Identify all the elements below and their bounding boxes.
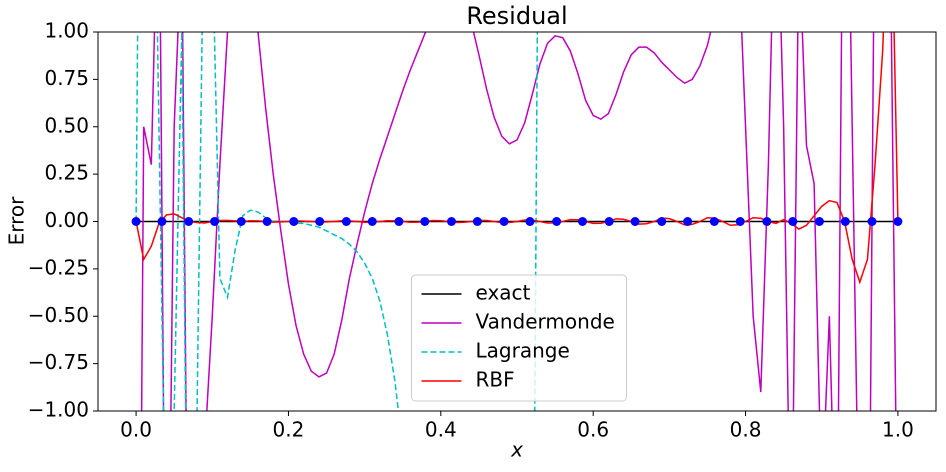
node-point [394,217,404,226]
x-tick-label: 0.4 [425,418,457,442]
x-tick-label: 1.0 [882,418,914,442]
node-point [499,217,509,226]
node-point [157,217,167,226]
node-point [341,217,351,226]
y-tick-label: 0.75 [44,66,89,90]
series-line [140,32,897,411]
node-point [630,217,640,226]
x-axis-label: x [510,438,523,462]
y-tick-label: 1.00 [44,19,89,43]
y-tick-label: −0.50 [28,303,89,327]
legend-label: RBF [476,368,515,392]
node-point [762,217,772,226]
y-tick-label: −0.25 [28,255,89,279]
node-point [788,217,798,226]
node-point [210,217,220,226]
node-point [814,217,824,226]
y-tick-label: 0.00 [44,208,89,232]
node-point [552,217,562,226]
node-point [735,217,745,226]
x-tick-label: 0.6 [577,418,609,442]
node-point [657,217,667,226]
node-point [867,217,877,226]
node-point [893,217,903,226]
y-axis-label: Error [5,196,29,246]
node-point [367,217,377,226]
node-point [236,217,246,226]
axes-frame [97,31,937,412]
plot-area [131,32,903,411]
node-point [184,217,194,226]
node-point [840,217,850,226]
node-point [131,217,141,226]
node-point [446,217,456,226]
node-point [472,217,482,226]
node-point [709,217,719,226]
legend-label: Lagrange [476,339,570,363]
legend-label: exact [476,281,531,305]
node-point [420,217,430,226]
x-tick-label: 0.0 [120,418,152,442]
node-point [289,217,299,226]
chart-title: Residual [466,2,567,30]
node-point [683,217,693,226]
y-tick-label: 0.50 [44,113,89,137]
x-tick-label: 0.2 [273,418,305,442]
node-point [604,217,614,226]
legend-label: Vandermonde [476,310,615,334]
y-tick-label: −0.75 [28,350,89,374]
node-point [262,217,272,226]
y-tick-label: 0.25 [44,161,89,185]
legend-box [411,274,627,402]
x-tick-label: 0.8 [730,418,762,442]
node-point [315,217,325,226]
y-tick-label: −1.00 [28,398,89,422]
node-point [578,217,588,226]
node-point [525,217,535,226]
